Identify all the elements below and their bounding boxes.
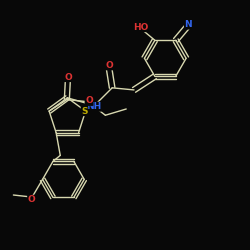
Text: O: O: [64, 72, 72, 82]
Text: N: N: [184, 20, 192, 29]
Text: O: O: [105, 61, 113, 70]
Text: O: O: [85, 96, 93, 105]
Text: O: O: [28, 195, 36, 204]
Text: NH: NH: [86, 102, 101, 111]
Text: S: S: [81, 106, 88, 116]
Text: HO: HO: [134, 22, 149, 32]
